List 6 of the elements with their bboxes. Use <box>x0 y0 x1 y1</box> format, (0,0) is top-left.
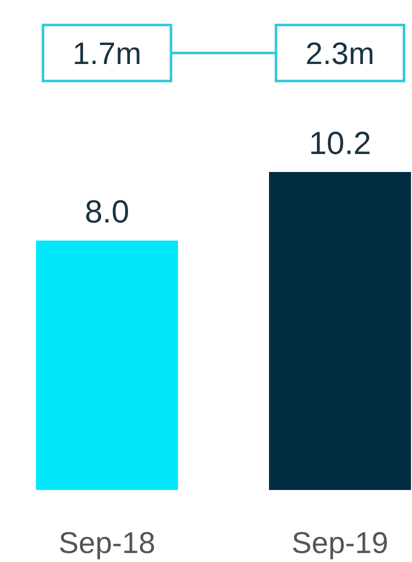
text: 1.7m <box>72 36 142 71</box>
data-label: 8.0 <box>84 194 130 230</box>
x-tick-label: Sep-19 <box>292 527 388 560</box>
data-label: 10.2 <box>308 125 372 161</box>
x-tick-label: Sep-18 <box>58 527 156 560</box>
text: 2.3m <box>306 36 374 71</box>
